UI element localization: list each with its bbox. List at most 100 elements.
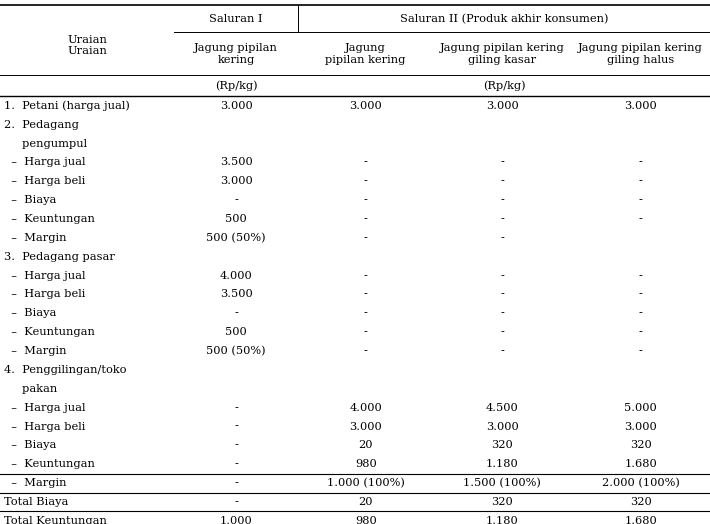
Text: -: - — [501, 214, 504, 224]
Text: -: - — [364, 157, 368, 168]
Text: -: - — [501, 289, 504, 300]
Text: Jagung pipilan kering
giling kasar: Jagung pipilan kering giling kasar — [440, 43, 564, 65]
Text: -: - — [364, 176, 368, 187]
Text: -: - — [234, 308, 238, 319]
Text: 320: 320 — [491, 497, 513, 507]
Text: Jagung pipilan kering
giling halus: Jagung pipilan kering giling halus — [579, 43, 703, 65]
Text: 1.680: 1.680 — [624, 459, 657, 470]
Text: -: - — [364, 270, 368, 281]
Text: Jagung
pipilan kering: Jagung pipilan kering — [325, 43, 406, 65]
Text: –  Biaya: – Biaya — [4, 195, 56, 205]
Text: 2.  Pedagang: 2. Pedagang — [4, 119, 78, 130]
Text: 1.000 (100%): 1.000 (100%) — [327, 478, 405, 488]
Text: 320: 320 — [491, 440, 513, 451]
Text: pengumpul: pengumpul — [4, 138, 87, 149]
Text: –  Harga jual: – Harga jual — [4, 270, 85, 281]
Text: –  Keuntungan: – Keuntungan — [4, 214, 94, 224]
Text: 4.  Penggilingan/toko: 4. Penggilingan/toko — [4, 365, 126, 375]
Text: 1.180: 1.180 — [486, 516, 519, 524]
Text: -: - — [364, 233, 368, 243]
Text: 3.000: 3.000 — [219, 101, 253, 111]
Text: -: - — [364, 327, 368, 337]
Text: 1.680: 1.680 — [624, 516, 657, 524]
Text: –  Biaya: – Biaya — [4, 440, 56, 451]
Text: 1.180: 1.180 — [486, 459, 519, 470]
Text: -: - — [639, 195, 643, 205]
Text: -: - — [234, 478, 238, 488]
Text: 2.000 (100%): 2.000 (100%) — [602, 478, 679, 488]
Text: 3.500: 3.500 — [219, 289, 253, 300]
Text: –  Margin: – Margin — [4, 478, 66, 488]
Text: -: - — [234, 497, 238, 507]
Text: -: - — [501, 157, 504, 168]
Text: 3.000: 3.000 — [486, 101, 519, 111]
Text: –  Keuntungan: – Keuntungan — [4, 459, 94, 470]
Text: -: - — [639, 176, 643, 187]
Text: 320: 320 — [630, 440, 652, 451]
Text: 1.500 (100%): 1.500 (100%) — [464, 478, 541, 488]
Text: -: - — [501, 308, 504, 319]
Text: 3.000: 3.000 — [349, 101, 382, 111]
Text: 500: 500 — [225, 214, 247, 224]
Text: 980: 980 — [355, 459, 376, 470]
Text: Uraian: Uraian — [67, 46, 107, 56]
Text: -: - — [501, 195, 504, 205]
Text: -: - — [639, 289, 643, 300]
Text: 980: 980 — [355, 516, 376, 524]
Text: Uraian: Uraian — [67, 35, 107, 46]
Text: 320: 320 — [630, 497, 652, 507]
Text: –  Harga beli: – Harga beli — [4, 421, 85, 432]
Text: -: - — [639, 327, 643, 337]
Text: -: - — [364, 214, 368, 224]
Text: -: - — [364, 346, 368, 356]
Text: Total Biaya: Total Biaya — [4, 497, 68, 507]
Text: 20: 20 — [359, 497, 373, 507]
Text: 3.000: 3.000 — [219, 176, 253, 187]
Text: –  Harga jual: – Harga jual — [4, 157, 85, 168]
Text: -: - — [501, 346, 504, 356]
Text: Jagung pipilan
kering: Jagung pipilan kering — [194, 43, 278, 65]
Text: 3.000: 3.000 — [486, 421, 519, 432]
Text: –  Harga jual: – Harga jual — [4, 402, 85, 413]
Text: 5.000: 5.000 — [624, 402, 657, 413]
Text: -: - — [501, 327, 504, 337]
Text: –  Harga beli: – Harga beli — [4, 176, 85, 187]
Text: –  Margin: – Margin — [4, 346, 66, 356]
Text: Saluran I: Saluran I — [209, 14, 263, 24]
Text: -: - — [364, 289, 368, 300]
Text: 3.000: 3.000 — [349, 421, 382, 432]
Text: 3.000: 3.000 — [624, 101, 657, 111]
Text: 1.000: 1.000 — [219, 516, 253, 524]
Text: Total Keuntungan: Total Keuntungan — [4, 516, 106, 524]
Text: -: - — [501, 270, 504, 281]
Text: -: - — [364, 308, 368, 319]
Text: -: - — [234, 459, 238, 470]
Text: 3.  Pedagang pasar: 3. Pedagang pasar — [4, 252, 114, 262]
Text: 4.500: 4.500 — [486, 402, 519, 413]
Text: 500: 500 — [225, 327, 247, 337]
Text: –  Harga beli: – Harga beli — [4, 289, 85, 300]
Text: -: - — [639, 346, 643, 356]
Text: -: - — [234, 421, 238, 432]
Text: -: - — [364, 195, 368, 205]
Text: –  Biaya: – Biaya — [4, 308, 56, 319]
Text: -: - — [639, 308, 643, 319]
Text: (Rp/kg): (Rp/kg) — [214, 81, 258, 91]
Text: Saluran II (Produk akhir konsumen): Saluran II (Produk akhir konsumen) — [400, 14, 608, 24]
Text: 500 (50%): 500 (50%) — [207, 233, 266, 243]
Text: -: - — [639, 270, 643, 281]
Text: -: - — [234, 402, 238, 413]
Text: 4.000: 4.000 — [349, 402, 382, 413]
Text: –  Keuntungan: – Keuntungan — [4, 327, 94, 337]
Text: 3.500: 3.500 — [219, 157, 253, 168]
Text: 20: 20 — [359, 440, 373, 451]
Text: pakan: pakan — [4, 384, 57, 394]
Text: 4.000: 4.000 — [219, 270, 253, 281]
Text: -: - — [234, 195, 238, 205]
Text: –  Margin: – Margin — [4, 233, 66, 243]
Text: -: - — [501, 176, 504, 187]
Text: -: - — [501, 233, 504, 243]
Text: (Rp/kg): (Rp/kg) — [483, 81, 525, 91]
Text: 3.000: 3.000 — [624, 421, 657, 432]
Text: -: - — [234, 440, 238, 451]
